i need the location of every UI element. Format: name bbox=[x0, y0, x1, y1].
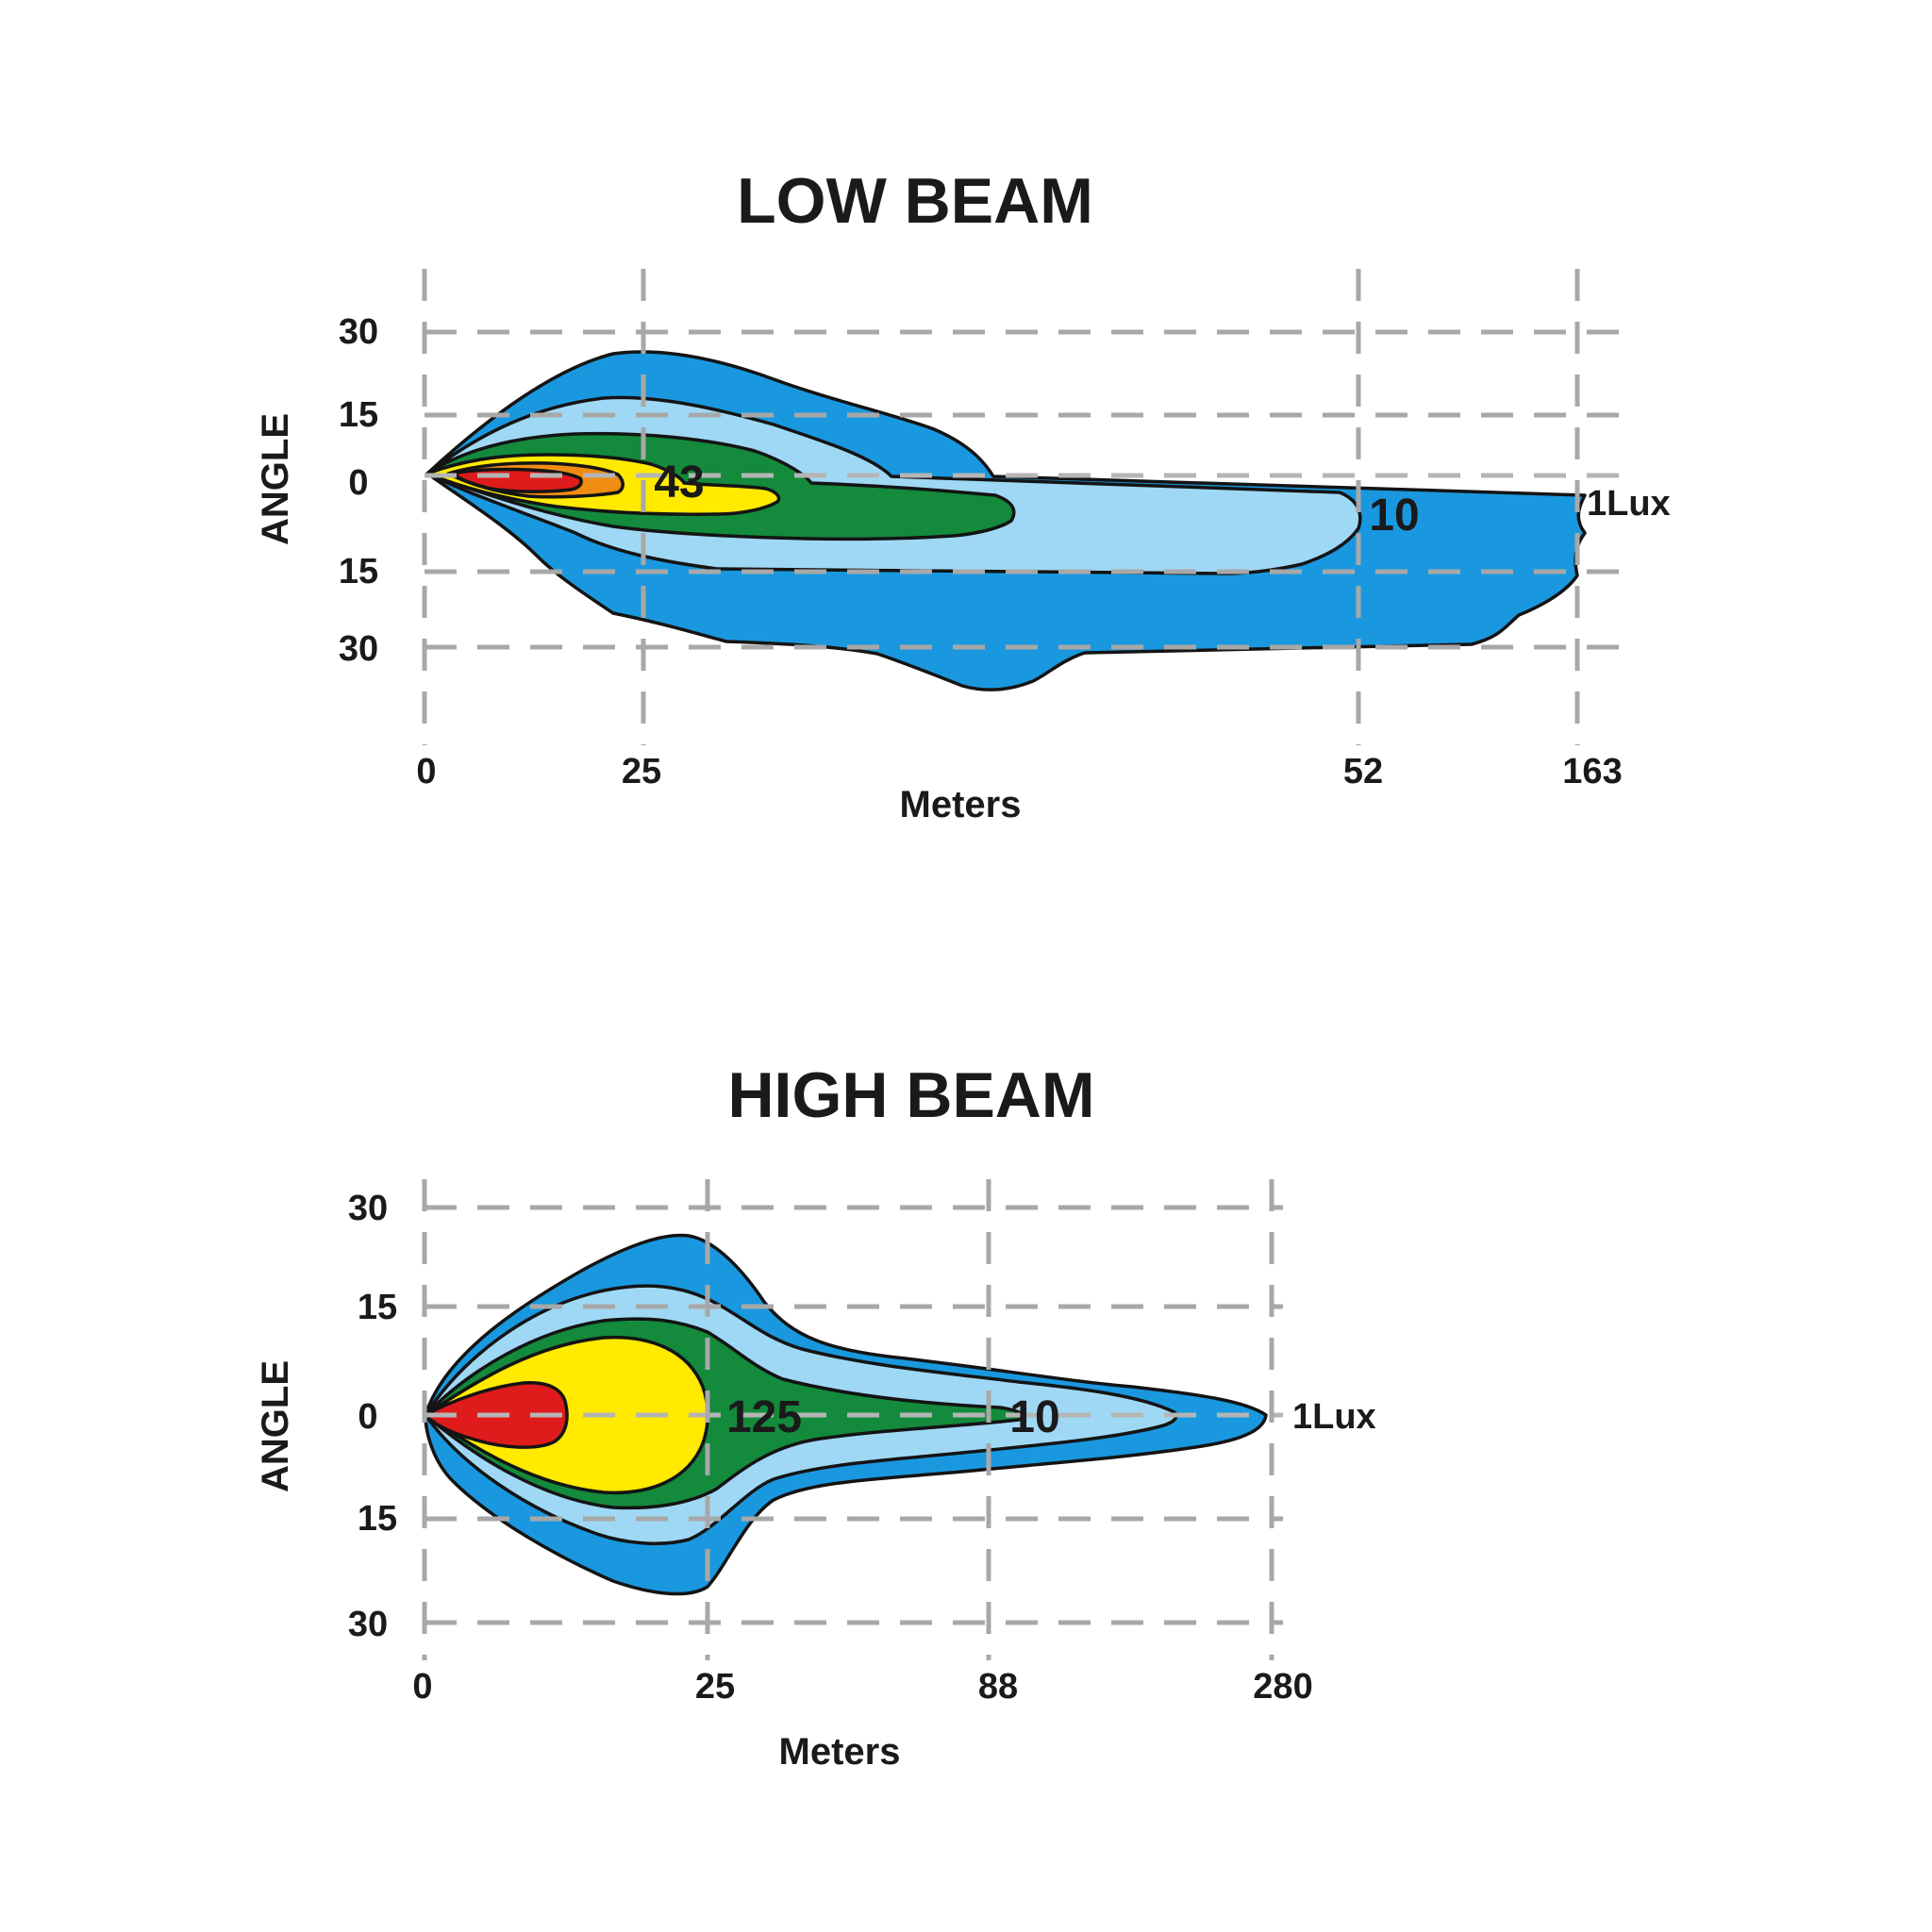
low-beam-grid bbox=[422, 269, 1624, 745]
y-tick: 30 bbox=[348, 1189, 388, 1228]
high-beam-label-1lux: 1Lux bbox=[1292, 1397, 1376, 1437]
low-beam-x-axis-label: Meters bbox=[900, 784, 1022, 825]
low-beam-label-10: 10 bbox=[1369, 491, 1419, 541]
x-tick: 52 bbox=[1343, 752, 1383, 791]
high-beam-y-axis-label: ANGLE bbox=[255, 1360, 296, 1492]
low-beam-x-ticks: 0 25 52 163 bbox=[416, 752, 1622, 791]
x-tick: 0 bbox=[416, 752, 436, 791]
high-beam-chart: HIGH BEAM 30 15 0 15 30 bbox=[255, 1059, 1376, 1773]
high-beam-label-125: 125 bbox=[726, 1392, 802, 1442]
y-tick: 30 bbox=[339, 312, 378, 352]
x-tick: 88 bbox=[978, 1667, 1018, 1707]
low-beam-label-1lux: 1Lux bbox=[1587, 484, 1671, 524]
x-tick: 25 bbox=[622, 752, 661, 791]
low-beam-y-axis-label: ANGLE bbox=[255, 413, 296, 545]
y-tick: 30 bbox=[348, 1605, 388, 1644]
y-tick: 30 bbox=[339, 629, 378, 669]
low-beam-chart: LOW BEAM 30 15 0 15 30 bbox=[255, 165, 1671, 825]
y-tick: 15 bbox=[358, 1288, 397, 1327]
high-beam-y-ticks: 30 15 0 15 30 bbox=[348, 1189, 397, 1644]
low-beam-label-43: 43 bbox=[654, 458, 704, 508]
x-tick: 25 bbox=[695, 1667, 735, 1707]
high-beam-x-axis-label: Meters bbox=[779, 1731, 901, 1773]
low-beam-y-ticks: 30 15 0 15 30 bbox=[339, 312, 378, 669]
high-beam-grid bbox=[422, 1179, 1283, 1660]
high-beam-title: HIGH BEAM bbox=[727, 1059, 1094, 1131]
x-tick: 0 bbox=[412, 1667, 432, 1707]
x-tick: 163 bbox=[1562, 752, 1622, 791]
y-tick: 0 bbox=[358, 1397, 377, 1437]
high-beam-x-ticks: 0 25 88 280 bbox=[412, 1667, 1312, 1707]
high-beam-label-10: 10 bbox=[1009, 1392, 1059, 1442]
x-tick: 280 bbox=[1253, 1667, 1312, 1707]
y-tick: 15 bbox=[358, 1499, 397, 1539]
y-tick: 15 bbox=[339, 395, 378, 435]
y-tick: 15 bbox=[339, 552, 378, 591]
y-tick: 0 bbox=[348, 463, 368, 503]
low-beam-title: LOW BEAM bbox=[737, 165, 1093, 237]
